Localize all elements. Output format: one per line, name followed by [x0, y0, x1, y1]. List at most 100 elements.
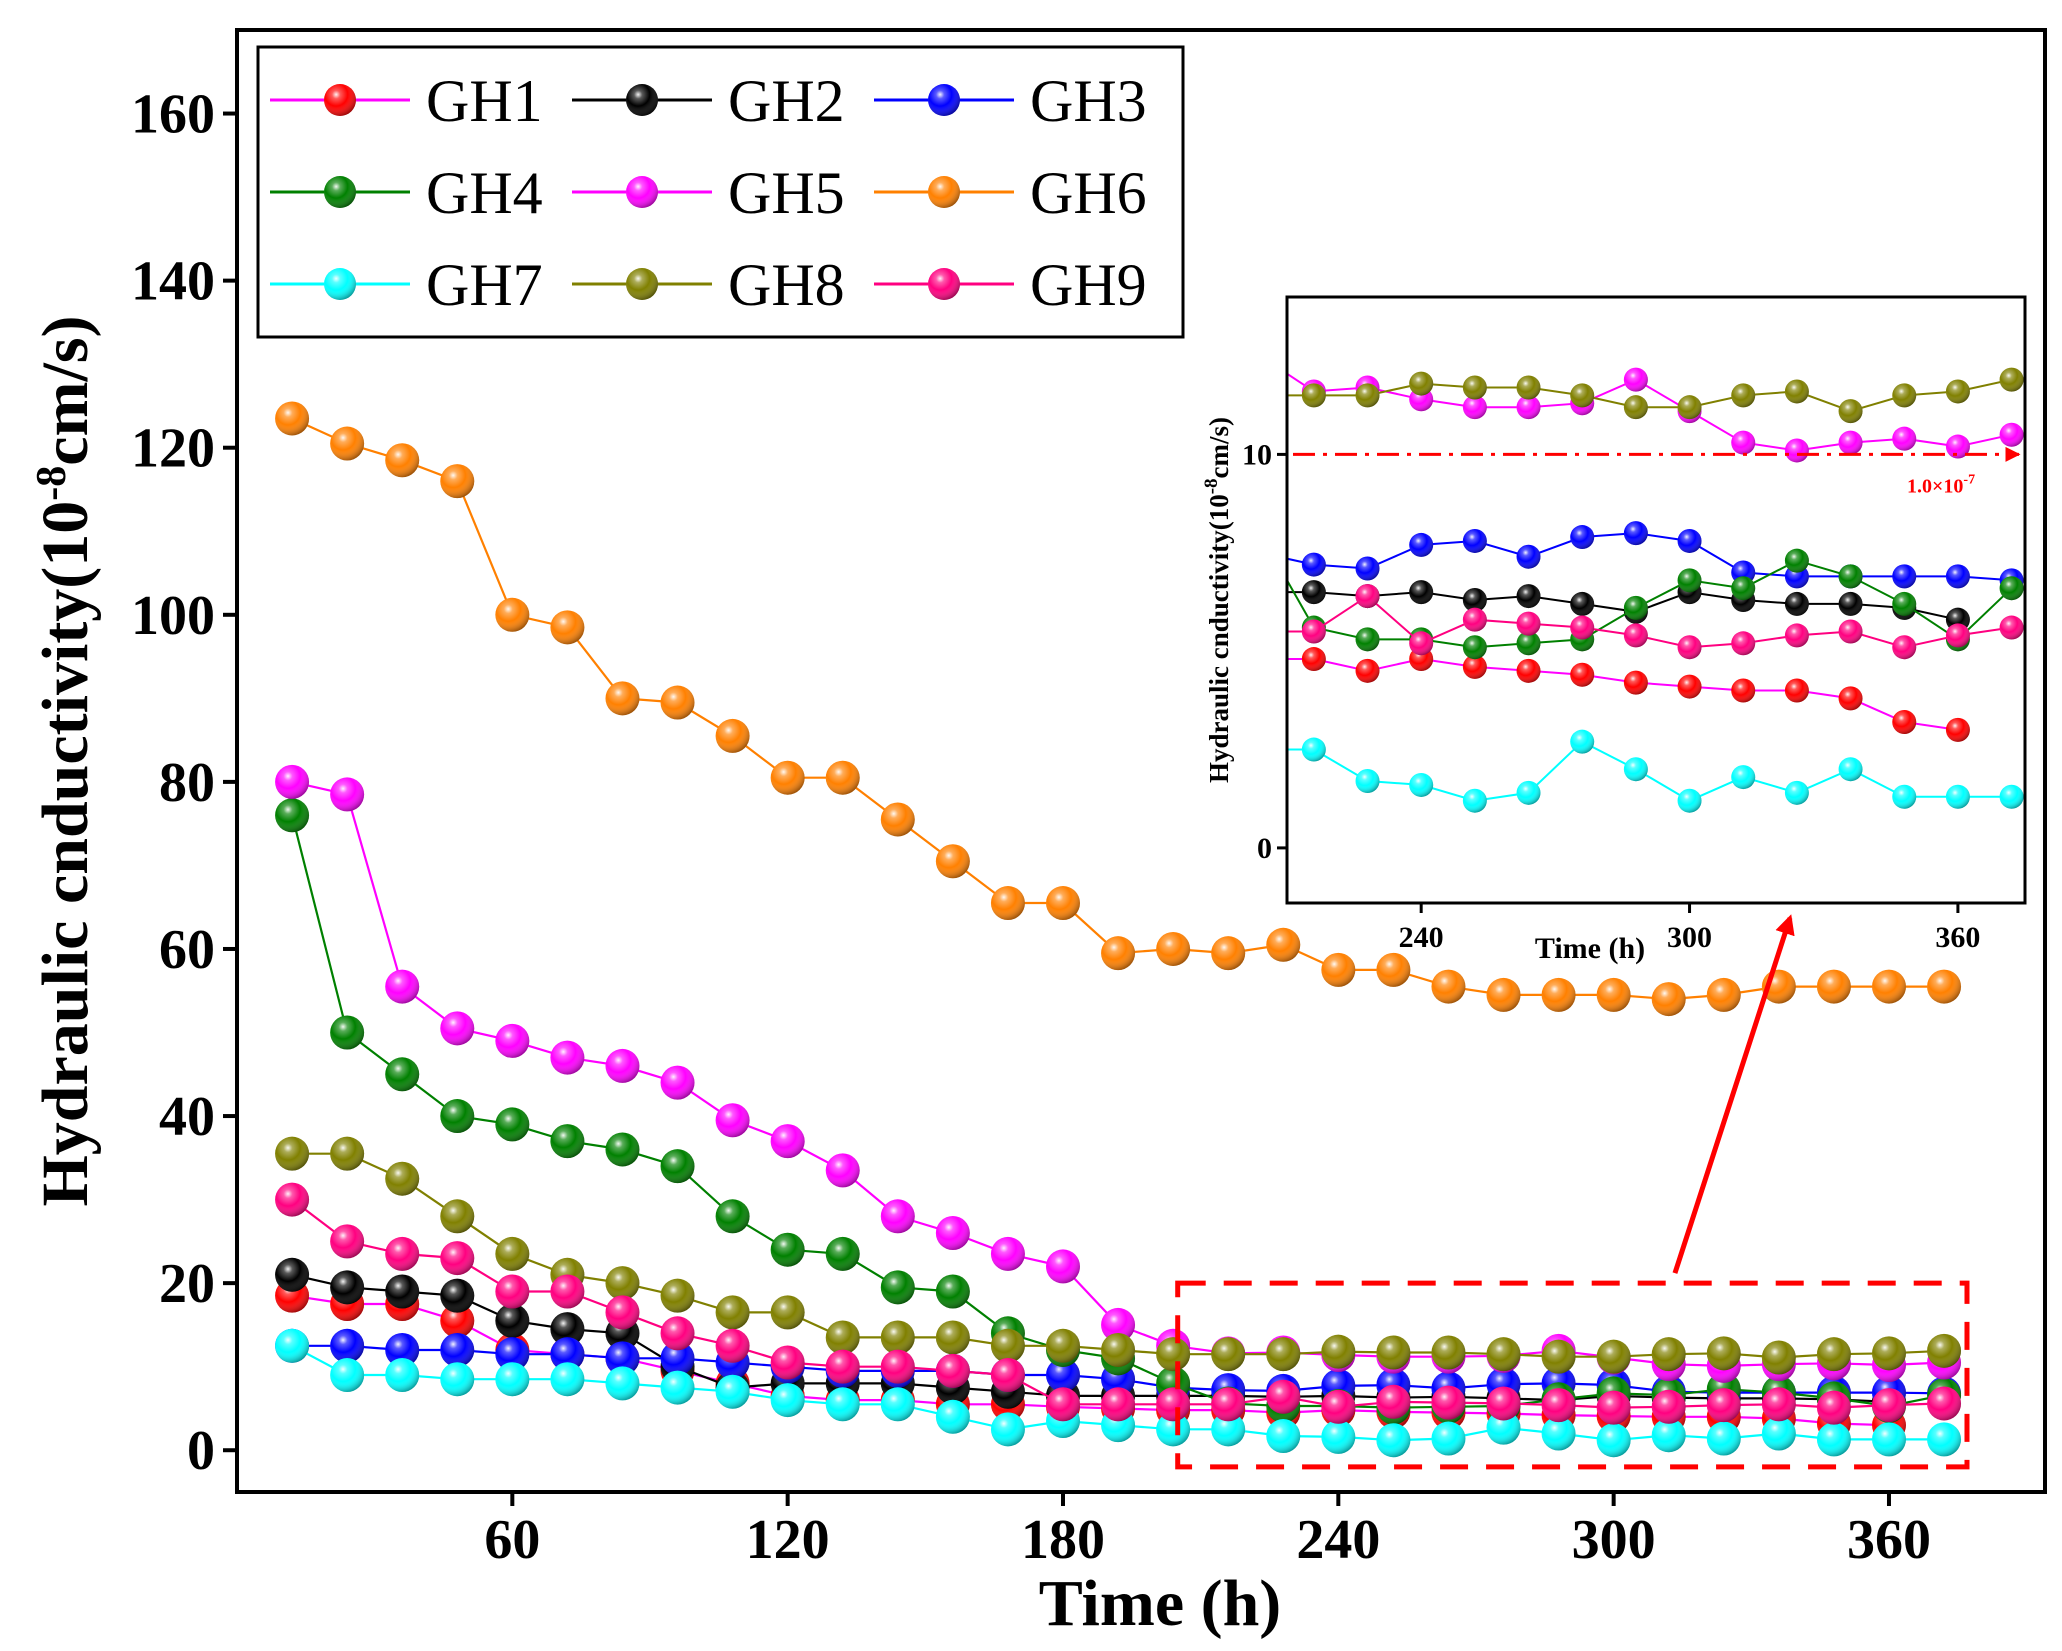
- data-point-shade: [1141, 344, 1165, 368]
- data-point-shade: [1101, 936, 1136, 971]
- data-point-shade: [1999, 367, 2024, 392]
- data-point-shade: [770, 760, 805, 795]
- data-point-shade: [1784, 548, 1809, 573]
- data-point-shade: [275, 1136, 310, 1171]
- legend-marker-shade: [626, 268, 658, 300]
- data-point-shade: [1945, 564, 1970, 589]
- data-point-shade: [926, 462, 950, 486]
- data-point-shade: [880, 1270, 915, 1305]
- data-point-shade: [385, 1358, 420, 1393]
- inset-y-axis-title-text: Hydraulic cnductivity(10: [1204, 494, 1234, 783]
- data-point-gh9: [819, 344, 843, 368]
- legend-label: GH1: [426, 68, 543, 134]
- legend-label: GH3: [1030, 68, 1147, 134]
- legend: GH1 GH2 GH3 GH4 GH5 GH6 GH7 GH8 GH9: [270, 68, 1147, 318]
- data-point-shade: [385, 1236, 420, 1271]
- data-point-shade: [440, 1199, 475, 1234]
- legend-marker-shade: [626, 176, 658, 208]
- data-point-gh8: [1087, 344, 1111, 368]
- data-point-shade: [1570, 525, 1595, 550]
- data-point-gh7: [819, 560, 843, 584]
- data-point-gh1: [1033, 619, 1057, 643]
- data-point-shade: [770, 1232, 805, 1267]
- legend-item-gh7: GH7: [270, 252, 543, 318]
- data-point-shade: [660, 1316, 695, 1351]
- data-point-gh2: [1033, 541, 1057, 565]
- data-point-shade: [1927, 1422, 1962, 1457]
- data-point-shade: [880, 1349, 915, 1384]
- data-point-gh7: [604, 501, 628, 525]
- data-point-shade: [275, 1328, 310, 1363]
- data-point-shade: [605, 681, 640, 716]
- data-point-shade: [1945, 623, 1970, 648]
- data-point-shade: [1141, 482, 1165, 506]
- data-point-shade: [872, 423, 896, 447]
- data-point-shade: [926, 521, 950, 545]
- data-point-shade: [770, 1383, 805, 1418]
- data-point-shade: [1409, 371, 1434, 396]
- data-point-shade: [1486, 977, 1521, 1012]
- data-point-shade: [660, 1278, 695, 1313]
- data-point-shade: [385, 1274, 420, 1309]
- data-point-shade: [1838, 399, 1863, 424]
- data-point-shade: [385, 1332, 420, 1367]
- data-point-shade: [715, 1328, 750, 1363]
- data-point-shade: [1677, 788, 1702, 813]
- data-point-shade: [389, 344, 413, 368]
- data-point-shade: [1033, 541, 1057, 565]
- data-point-shade: [1211, 1387, 1246, 1422]
- data-point-gh1: [765, 462, 789, 486]
- data-point-gh7: [550, 501, 574, 525]
- data-point-gh1: [658, 383, 682, 407]
- inset-frame: [1285, 295, 2027, 905]
- data-point-shade: [604, 383, 628, 407]
- data-point-shade: [1570, 729, 1595, 754]
- data-point-shade: [1462, 607, 1487, 632]
- data-point-gh1: [980, 600, 1004, 624]
- data-point-gh2: [1248, 580, 1272, 604]
- data-point-shade: [1156, 1337, 1191, 1372]
- data-point-shade: [1376, 1335, 1411, 1370]
- data-point-shade: [1677, 568, 1702, 593]
- legend-item-gh6: GH6: [874, 160, 1147, 226]
- data-point-shade: [1706, 977, 1741, 1012]
- series-gh9: [819, 344, 2024, 660]
- data-point-shade: [1355, 584, 1380, 609]
- data-point-shade: [1321, 1389, 1356, 1424]
- data-point-gh9: [1033, 462, 1057, 486]
- data-point-shade: [980, 619, 1004, 643]
- data-point-shade: [1248, 541, 1272, 565]
- data-point-shade: [1248, 647, 1272, 671]
- data-point-shade: [1816, 1390, 1851, 1425]
- data-point-gh1: [926, 600, 950, 624]
- data-point-shade: [819, 344, 843, 368]
- legend-label: GH5: [728, 160, 845, 226]
- data-point-shade: [550, 501, 574, 525]
- legend-item-gh2: GH2: [572, 68, 845, 134]
- main-y-axis-title-exponent: -8: [29, 466, 75, 501]
- x-tick-label: 120: [746, 1509, 830, 1571]
- data-point-shade: [1248, 383, 1272, 407]
- data-point-shade: [660, 685, 695, 720]
- data-point-shade: [1087, 344, 1111, 368]
- data-point-shade: [1087, 560, 1111, 584]
- data-point-shade: [1784, 678, 1809, 703]
- data-point-shade: [1706, 1388, 1741, 1423]
- data-point-shade: [1248, 344, 1272, 368]
- data-point-shade: [1623, 623, 1648, 648]
- data-point-shade: [935, 1353, 970, 1388]
- y-tick-label: 120: [131, 418, 215, 480]
- data-point-shade: [880, 1199, 915, 1234]
- data-point-shade: [990, 1358, 1025, 1393]
- x-tick-label: 360: [1847, 1509, 1931, 1571]
- data-point-shade: [1266, 1337, 1301, 1372]
- data-point-gh7: [765, 541, 789, 565]
- main-x-axis-title: Time (h): [1039, 1567, 1282, 1640]
- legend-marker-shade: [324, 84, 356, 116]
- data-point-shade: [1045, 1249, 1080, 1284]
- y-tick-label: 40: [159, 1086, 215, 1148]
- data-point-gh7: [1141, 698, 1165, 722]
- data-point-shade: [711, 403, 735, 427]
- data-point-gh9: [1248, 619, 1272, 643]
- data-point-shade: [495, 1236, 530, 1271]
